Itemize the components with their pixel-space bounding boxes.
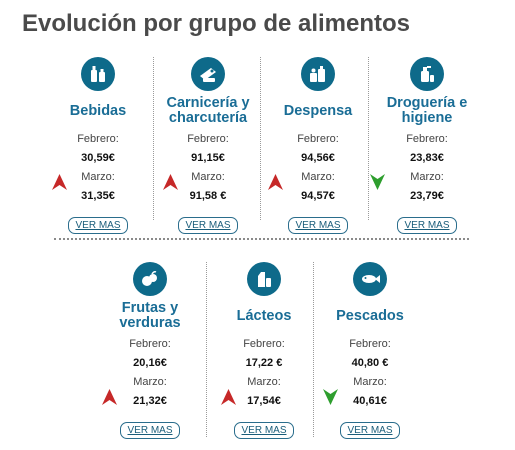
- february-value: 94,56€: [301, 152, 335, 164]
- category-name: Bebidas: [69, 102, 127, 119]
- march-value: 21,32€: [133, 395, 167, 407]
- february-label: Febrero:: [406, 133, 448, 145]
- ver-mas-button[interactable]: VER MAS: [120, 422, 180, 439]
- february-label: Febrero:: [243, 338, 285, 350]
- ver-mas-button[interactable]: VER MAS: [340, 422, 400, 439]
- category-card-pescados: Pescados Febrero: 40,80 € Marzo: 40,61€ …: [320, 262, 420, 439]
- trend-up-icon: [163, 174, 178, 190]
- trend-up-icon: [52, 174, 67, 190]
- march-label: Marzo:: [247, 376, 281, 388]
- trend-up-icon: [102, 389, 117, 405]
- category-card-carniceria: Carnicería y charcutería Febrero: 91,15€…: [158, 57, 258, 234]
- march-label: Marzo:: [133, 376, 167, 388]
- pantry-icon: [301, 57, 335, 91]
- row-divider: [54, 238, 469, 240]
- meat-icon: [191, 57, 225, 91]
- march-label: Marzo:: [353, 376, 387, 388]
- trend-up-icon: [221, 389, 236, 405]
- column-divider: [153, 57, 154, 220]
- fruits-icon: [133, 262, 167, 296]
- ver-mas-button[interactable]: VER MAS: [68, 217, 128, 234]
- category-name: Pescados: [336, 307, 404, 324]
- march-label: Marzo:: [410, 171, 444, 183]
- february-value: 23,83€: [410, 152, 444, 164]
- category-name: Carnicería y charcutería: [166, 95, 250, 126]
- dairy-icon: [247, 262, 281, 296]
- march-label: Marzo:: [301, 171, 335, 183]
- march-value: 40,61€: [353, 395, 387, 407]
- category-card-frutas: Frutas y verduras Febrero: 20,16€ Marzo:…: [100, 262, 200, 439]
- march-value: 94,57€: [301, 190, 335, 202]
- february-label: Febrero:: [349, 338, 391, 350]
- trend-down-icon: [323, 389, 338, 405]
- ver-mas-button[interactable]: VER MAS: [397, 217, 457, 234]
- february-value: 30,59€: [81, 152, 115, 164]
- category-name: Despensa: [283, 102, 353, 119]
- march-value: 31,35€: [81, 190, 115, 202]
- march-label: Marzo:: [81, 171, 115, 183]
- february-label: Febrero:: [297, 133, 339, 145]
- march-value: 17,54€: [247, 395, 281, 407]
- trend-down-icon: [370, 174, 385, 190]
- column-divider: [368, 57, 369, 220]
- category-card-lacteos: Lácteos Febrero: 17,22 € Marzo: 17,54€ V…: [214, 262, 314, 439]
- february-value: 40,80 €: [351, 357, 389, 369]
- february-label: Febrero:: [187, 133, 229, 145]
- february-value: 20,16€: [133, 357, 167, 369]
- ver-mas-button[interactable]: VER MAS: [178, 217, 238, 234]
- trend-up-icon: [268, 174, 283, 190]
- column-divider: [260, 57, 261, 220]
- march-value: 91,58 €: [189, 190, 227, 202]
- category-card-despensa: Despensa Febrero: 94,56€ Marzo: 94,57€ V…: [268, 57, 368, 234]
- category-card-drogueria: Droguería e higiene Febrero: 23,83€ Marz…: [377, 57, 477, 234]
- march-value: 23,79€: [410, 190, 444, 202]
- ver-mas-button[interactable]: VER MAS: [234, 422, 294, 439]
- february-label: Febrero:: [129, 338, 171, 350]
- fish-icon: [353, 262, 387, 296]
- february-value: 17,22 €: [245, 357, 283, 369]
- category-name: Frutas y verduras: [119, 300, 181, 331]
- category-name: Droguería e higiene: [386, 95, 468, 126]
- column-divider: [313, 262, 314, 437]
- ver-mas-button[interactable]: VER MAS: [288, 217, 348, 234]
- february-label: Febrero:: [77, 133, 119, 145]
- column-divider: [206, 262, 207, 437]
- march-label: Marzo:: [191, 171, 225, 183]
- category-name: Lácteos: [236, 307, 292, 324]
- cleaning-icon: [410, 57, 444, 91]
- february-value: 91,15€: [191, 152, 225, 164]
- bottles-icon: [81, 57, 115, 91]
- category-card-bebidas: Bebidas Febrero: 30,59€ Marzo: 31,35€ VE…: [48, 57, 148, 234]
- page-title: Evolución por grupo de alimentos: [22, 10, 411, 37]
